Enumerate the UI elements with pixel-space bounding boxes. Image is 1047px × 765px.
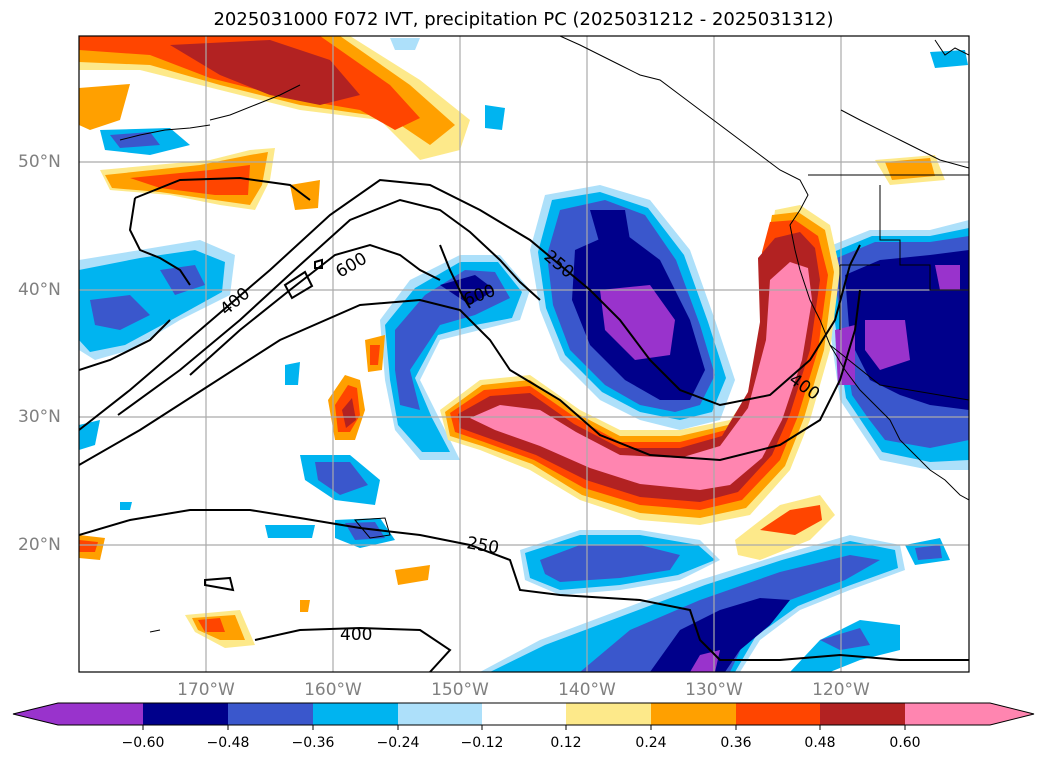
colorbar-tick-label: 0.24 (635, 735, 667, 751)
lat-label-40n: 40°N (18, 280, 61, 300)
lon-label-120w: 120°W (812, 680, 870, 700)
colorbar-tick-label: −0.36 (291, 735, 335, 751)
lat-label-30n: 30°N (18, 407, 61, 427)
colorbar-tick-label: −0.12 (460, 735, 504, 751)
lon-label-170w: 170°W (177, 680, 235, 700)
lon-label-160w: 160°W (304, 680, 362, 700)
colorbar-tick-label: 0.36 (720, 735, 752, 751)
lat-label-20n: 20°N (18, 535, 61, 555)
lat-label-50n: 50°N (18, 152, 61, 172)
lon-label-140w: 140°W (558, 680, 616, 700)
map-title: 2025031000 F072 IVT, precipitation PC (2… (213, 9, 834, 30)
lon-label-130w: 130°W (685, 680, 743, 700)
colorbar-tick-label: 0.12 (550, 735, 582, 751)
colorbar-tick-label: −0.48 (206, 735, 250, 751)
colorbar (12, 702, 1035, 730)
colorbar-tick-label: 0.60 (889, 735, 921, 751)
lon-label-150w: 150°W (431, 680, 489, 700)
colorbar-tick-label: −0.60 (121, 735, 165, 751)
precip-pc-fields: 250 600 400 600 400 250 400 (79, 36, 969, 672)
colorbar-tick-label: −0.24 (376, 735, 420, 751)
contour-label-400-south: 400 (340, 625, 372, 645)
colorbar-tick-label: 0.48 (804, 735, 836, 751)
